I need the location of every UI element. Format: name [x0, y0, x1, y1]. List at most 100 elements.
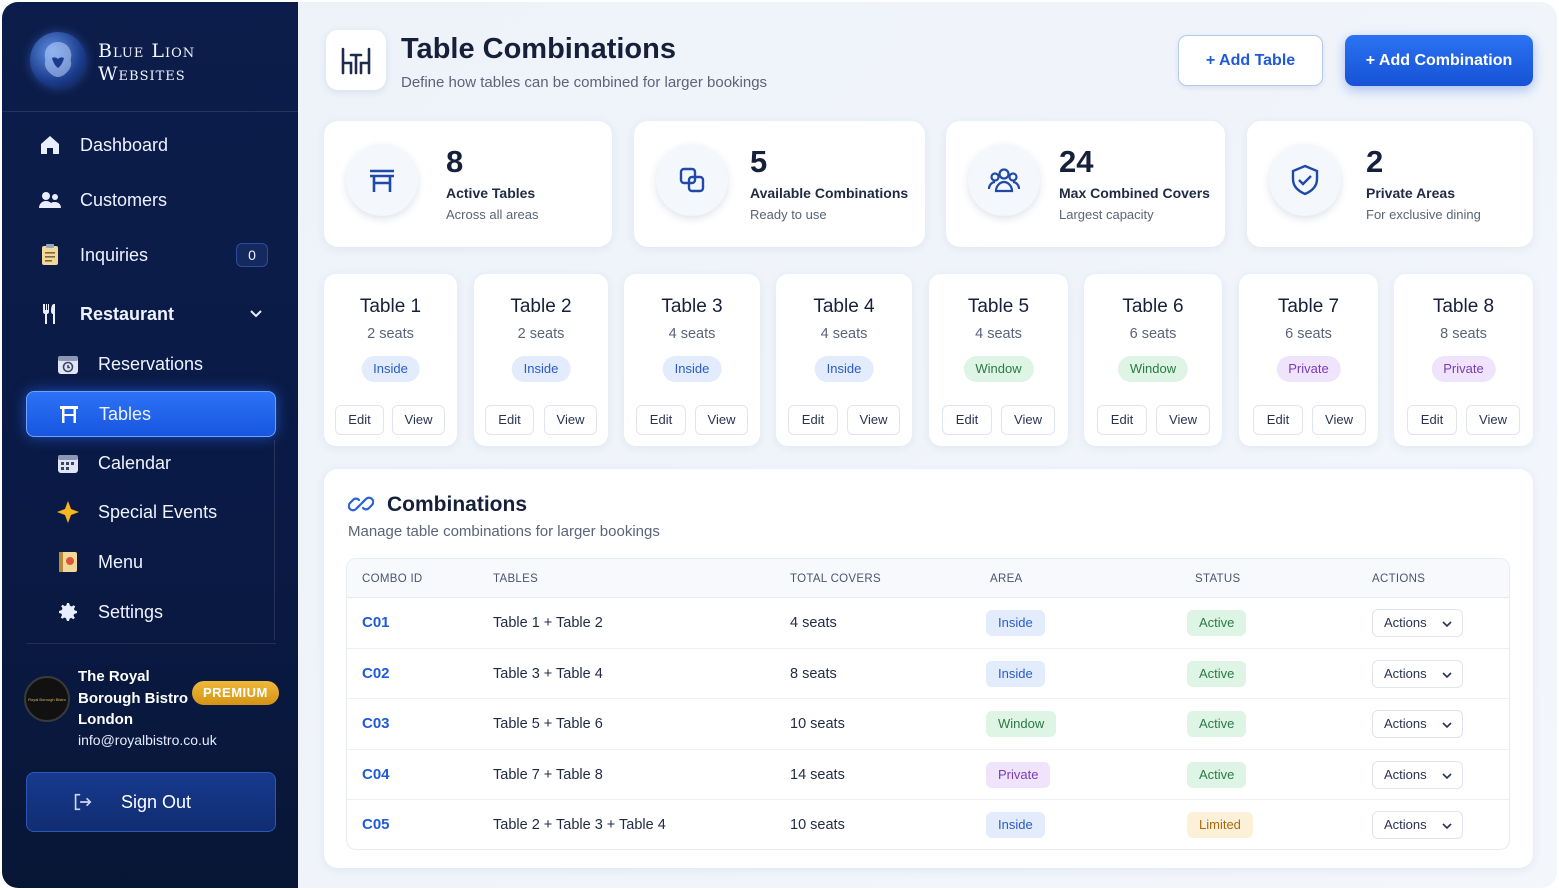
- view-button[interactable]: View: [544, 405, 597, 435]
- combinations-table: COMBO ID TABLES TOTAL COVERS AREA STATUS…: [346, 558, 1510, 850]
- stat-label: Max Combined Covers: [1059, 185, 1210, 201]
- edit-button[interactable]: Edit: [788, 405, 838, 435]
- edit-button[interactable]: Edit: [636, 405, 686, 435]
- nav-restaurant[interactable]: Restaurant: [26, 291, 276, 337]
- edit-button[interactable]: Edit: [1097, 405, 1147, 435]
- nav-restaurant-label: Restaurant: [80, 303, 175, 324]
- user-name: The Royal Borough Bistro London: [78, 668, 188, 728]
- edit-button[interactable]: Edit: [485, 405, 534, 435]
- nav-reservations[interactable]: Reservations: [26, 341, 276, 387]
- table-card: Table 6 6 seats Window Edit View: [1084, 274, 1222, 446]
- nav-dashboard[interactable]: Dashboard: [26, 122, 276, 168]
- shield-check-icon: [1269, 144, 1341, 216]
- table-card: Table 4 4 seats Inside Edit View: [776, 274, 912, 446]
- table-row: C04 Table 7 + Table 8 14 seats Private A…: [347, 750, 1509, 800]
- table-seats: 6 seats: [1129, 326, 1177, 342]
- nav-settings[interactable]: Settings: [26, 589, 276, 635]
- nav-calendar-label: Calendar: [98, 452, 172, 473]
- view-button[interactable]: View: [392, 405, 445, 435]
- actions-dropdown[interactable]: Actions: [1372, 811, 1463, 839]
- combo-id-link[interactable]: C01: [362, 614, 390, 631]
- combo-id-link[interactable]: C05: [362, 816, 390, 833]
- table-row: C05 Table 2 + Table 3 + Table 4 10 seats…: [347, 800, 1509, 849]
- edit-button[interactable]: Edit: [1253, 405, 1303, 435]
- stat-card-max-covers: 24 Max Combined Covers Largest capacity: [946, 121, 1225, 247]
- nav-tables[interactable]: Tables: [26, 391, 276, 437]
- combo-id-link[interactable]: C02: [362, 664, 390, 682]
- view-button[interactable]: View: [1001, 405, 1055, 435]
- lion-logo-icon: [30, 32, 86, 88]
- stat-card-combinations: 5 Available Combinations Ready to use: [634, 121, 925, 247]
- user-profile: Royal Borough Bistro The Royal Borough B…: [2, 652, 298, 762]
- nav-inquiries[interactable]: Inquiries 0: [26, 232, 276, 278]
- actions-label: Actions: [1384, 615, 1427, 630]
- group-icon: [968, 144, 1040, 216]
- status-badge: Active: [1187, 761, 1247, 788]
- calendar-icon: [54, 449, 82, 477]
- nav-inquiries-label: Inquiries: [80, 244, 149, 265]
- view-button[interactable]: View: [1312, 405, 1366, 435]
- chevron-down-icon[interactable]: [248, 305, 264, 321]
- area-badge: Inside: [814, 356, 874, 382]
- view-button[interactable]: View: [847, 405, 900, 435]
- table-seats: 8 seats: [1440, 326, 1487, 342]
- table-name: Table 3: [661, 296, 723, 317]
- combo-tables: Table 5 + Table 6: [493, 716, 603, 732]
- add-combination-button[interactable]: + Add Combination: [1345, 35, 1533, 86]
- combo-covers: 10 seats: [790, 716, 845, 732]
- gear-icon: [54, 598, 82, 626]
- actions-dropdown[interactable]: Actions: [1372, 760, 1463, 789]
- table-chairs-icon: [326, 30, 386, 90]
- table-card: Table 8 8 seats Private Edit View: [1394, 274, 1533, 446]
- nav-tables-label: Tables: [99, 403, 152, 424]
- page-title: Table Combinations: [401, 33, 676, 65]
- stat-sub: Ready to use: [750, 207, 827, 222]
- users-icon: [36, 186, 64, 214]
- table-name: Table 7: [1277, 296, 1340, 317]
- area-badge: Window: [963, 356, 1034, 382]
- actions-dropdown[interactable]: Actions: [1372, 659, 1463, 688]
- nav-special-events[interactable]: Special Events: [26, 489, 276, 535]
- actions-dropdown[interactable]: Actions: [1372, 609, 1463, 637]
- add-table-button[interactable]: + Add Table: [1178, 35, 1323, 86]
- area-badge: Inside: [986, 610, 1045, 636]
- view-button[interactable]: View: [1466, 405, 1520, 435]
- stat-card-private-areas: 2 Private Areas For exclusive dining: [1247, 121, 1533, 247]
- status-badge: Active: [1187, 711, 1247, 737]
- actions-dropdown[interactable]: Actions: [1372, 710, 1463, 738]
- nav-customers[interactable]: Customers: [26, 177, 276, 223]
- nav-menu[interactable]: Menu: [26, 539, 276, 585]
- view-button[interactable]: View: [1156, 405, 1210, 435]
- chevron-down-icon: [1442, 772, 1452, 779]
- stat-value: 2: [1366, 144, 1384, 179]
- sign-out-button[interactable]: Sign Out: [26, 772, 276, 832]
- edit-button[interactable]: Edit: [942, 405, 992, 435]
- combo-id-link[interactable]: C04: [362, 765, 390, 783]
- view-button[interactable]: View: [695, 405, 748, 435]
- combo-covers: 8 seats: [790, 665, 837, 682]
- combo-id-link[interactable]: C03: [362, 715, 390, 732]
- status-badge: Limited: [1187, 812, 1253, 838]
- brand-name: Blue Lion Websites: [98, 40, 195, 86]
- table-seats: 4 seats: [820, 326, 868, 342]
- table-name: Table 8: [1432, 296, 1495, 317]
- combo-tables: Table 1 + Table 2: [493, 615, 603, 631]
- stat-label: Available Combinations: [750, 185, 909, 201]
- table-row: C01 Table 1 + Table 2 4 seats Inside Act…: [347, 598, 1509, 649]
- table-row: C02 Table 3 + Table 4 8 seats Inside Act…: [347, 649, 1509, 699]
- edit-button[interactable]: Edit: [335, 405, 384, 435]
- column-header: TOTAL COVERS: [790, 573, 881, 585]
- combinations-subtitle: Manage table combinations for larger boo…: [348, 523, 660, 540]
- submenu-container: [26, 342, 276, 644]
- avatar: Royal Borough Bistro: [24, 676, 70, 722]
- edit-button[interactable]: Edit: [1407, 405, 1457, 435]
- combo-covers: 4 seats: [790, 615, 837, 631]
- nav-calendar[interactable]: Calendar: [26, 440, 276, 486]
- brand: Blue Lion Websites: [2, 2, 298, 112]
- combo-tables: Table 3 + Table 4: [493, 665, 603, 682]
- nav-dashboard-label: Dashboard: [80, 134, 169, 155]
- area-badge: Inside: [986, 660, 1045, 687]
- fork-knife-icon: [36, 300, 64, 328]
- column-header: AREA: [990, 573, 1023, 585]
- submenu-divider: [274, 440, 275, 640]
